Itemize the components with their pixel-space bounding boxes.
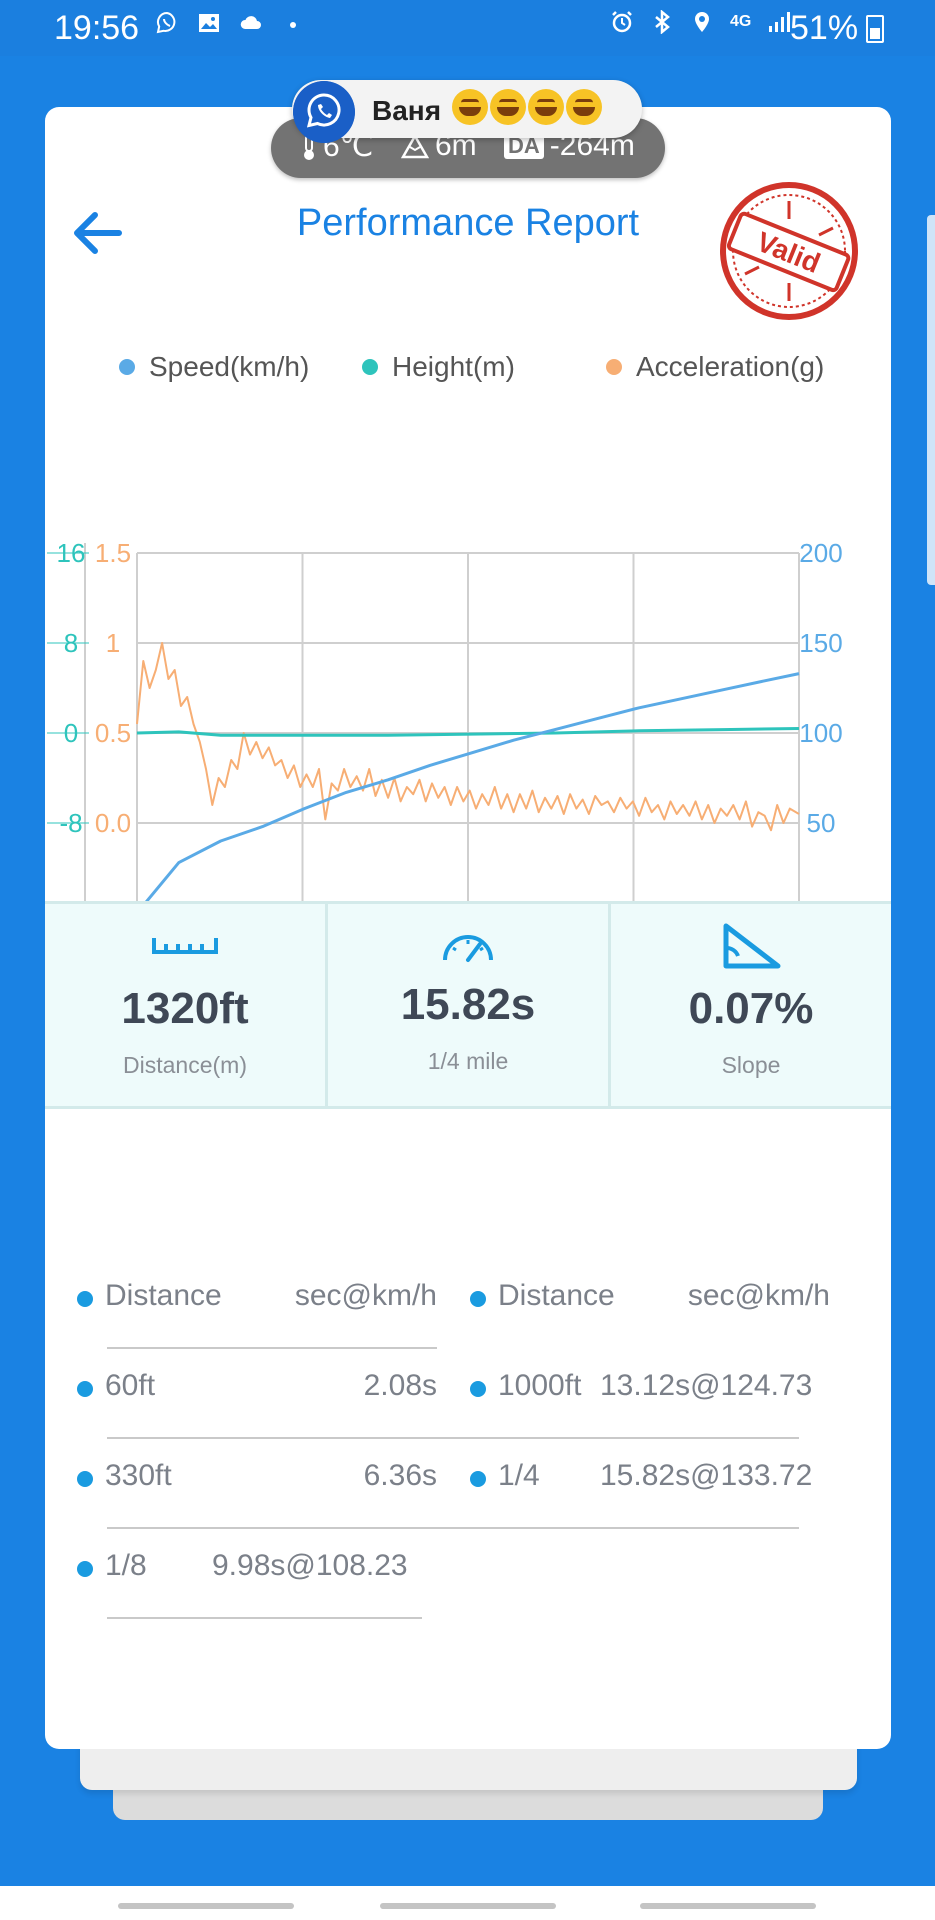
legend-speed-swatch (119, 359, 135, 375)
result-key: 60ft (105, 1369, 156, 1402)
header-value: sec@km/h (687, 1279, 830, 1312)
result-value: 2.08s (363, 1369, 437, 1402)
header-value: sec@km/h (294, 1279, 437, 1312)
bullet-icon (77, 1381, 93, 1397)
acceleration-tick-label: 1 (106, 628, 120, 658)
header-key: Distance (105, 1279, 222, 1312)
nav-recents-button[interactable] (118, 1903, 294, 1909)
speed-tick-label: 50 (807, 808, 836, 838)
row-divider (107, 1437, 799, 1439)
result-row-1000ft: 1000ft 13.12s@124.73 (470, 1369, 830, 1429)
cloud-icon (240, 16, 261, 29)
result-row-60ft: 60ft 2.08s (77, 1369, 799, 1439)
legend-height[interactable]: Height(m) (362, 351, 515, 383)
nav-home-button[interactable] (380, 1903, 556, 1909)
result-row-330ft: 330ft 6.36s (77, 1459, 799, 1529)
notification-icons (155, 11, 305, 35)
acceleration-series-line (136, 642, 800, 832)
battery-icon (866, 15, 884, 43)
result-value: 15.82s@133.72 (600, 1459, 813, 1492)
signal-icon (769, 12, 791, 32)
result-key: 330ft (105, 1459, 172, 1492)
bluetooth-icon (655, 10, 670, 34)
viber-chat-icon[interactable] (293, 81, 355, 143)
grin-emoji-icon (490, 89, 526, 125)
stat-distance: 1320ft Distance(m) (45, 904, 328, 1106)
chat-contact-name: Ваня (372, 95, 442, 126)
result-row-quarter: 1/4 15.82s@133.72 (470, 1459, 830, 1519)
result-value: 9.98s@108.23 (212, 1549, 408, 1582)
page-title: Performance Report (296, 202, 640, 244)
speed-tick-label: 200 (799, 538, 842, 568)
status-bar: 19:56 4G 51% (0, 0, 935, 56)
acceleration-tick-label: 1.5 (95, 538, 131, 568)
result-key: 1000ft (498, 1369, 582, 1402)
grin-emoji-icon (566, 89, 602, 125)
distance-label: Distance(m) (123, 1052, 247, 1078)
legend-height-swatch (362, 359, 378, 375)
results-header-left: Distance sec@km/h (77, 1279, 437, 1349)
system-nav-bar (0, 1886, 935, 1920)
result-value: 13.12s@124.73 (600, 1369, 813, 1402)
row-divider (107, 1347, 437, 1349)
header-key: Distance (498, 1279, 615, 1312)
slope-icon (723, 923, 781, 969)
time-label: 1/4 mile (427, 1048, 509, 1074)
status-time: 19:56 (54, 9, 140, 47)
mountain-icon (401, 133, 429, 159)
valid-stamp: Valid (720, 182, 858, 320)
chart-legend: Speed(km/h) Height(m) Acceleration(g) (69, 351, 889, 391)
speedometer-icon (443, 935, 493, 962)
legend-height-label: Height(m) (392, 351, 515, 382)
speed-tick-label: 100 (799, 718, 842, 748)
back-arrow-icon[interactable] (63, 197, 133, 267)
report-card: Performance Report Valid Speed(km/h) Hei… (45, 107, 891, 1749)
legend-acceleration[interactable]: Acceleration(g) (606, 351, 824, 383)
stat-time: 15.82s 1/4 mile (328, 904, 611, 1106)
result-value: 6.36s (363, 1459, 437, 1492)
bullet-icon (470, 1381, 486, 1397)
grin-emoji-icon (528, 89, 564, 125)
network-type: 4G (730, 13, 752, 30)
bullet-icon (77, 1291, 93, 1307)
distance-value: 1320ft (121, 984, 249, 1033)
slope-label: Slope (721, 1052, 781, 1078)
nav-back-button[interactable] (640, 1903, 816, 1909)
grin-emoji-icon (452, 89, 488, 125)
legend-acceleration-label: Acceleration(g) (636, 351, 825, 382)
result-key: 1/8 (105, 1549, 147, 1582)
time-value: 15.82s (400, 980, 536, 1029)
stat-slope: 0.07% Slope (611, 904, 891, 1106)
location-icon (695, 12, 709, 32)
system-icons: 4G (610, 10, 791, 34)
ruler-icon (152, 938, 218, 954)
emoji-row (452, 89, 602, 125)
bullet-icon (470, 1291, 486, 1307)
bullet-icon (77, 1561, 93, 1577)
acceleration-tick-label: 0.5 (95, 718, 131, 748)
result-key: 1/4 (498, 1459, 540, 1492)
bullet-icon (470, 1471, 486, 1487)
bullet-icon (77, 1471, 93, 1487)
alarm-icon (612, 11, 632, 33)
acceleration-tick-label: 0.0 (95, 808, 131, 838)
edge-panel-handle[interactable] (927, 215, 935, 585)
speed-series-line (140, 672, 800, 907)
row-divider (107, 1527, 799, 1529)
battery-percent: 51% (790, 9, 859, 47)
slope-value: 0.07% (688, 984, 814, 1033)
speed-tick-label: 150 (799, 628, 842, 658)
viber-icon (156, 11, 176, 34)
height-series-line (136, 727, 800, 737)
result-row-eighth: 1/8 9.98s@108.23 (77, 1549, 437, 1619)
results-header-right: Distance sec@km/h (470, 1279, 830, 1339)
row-divider (107, 1617, 422, 1619)
legend-speed-label: Speed(km/h) (149, 351, 310, 382)
dot-icon (290, 22, 296, 28)
legend-acceleration-swatch (606, 359, 622, 375)
gallery-icon (199, 14, 219, 32)
legend-speed[interactable]: Speed(km/h) (119, 351, 309, 383)
summary-stats: 1320ft Distance(m) 15.82s 1/4 mile 0.07%… (45, 901, 891, 1109)
